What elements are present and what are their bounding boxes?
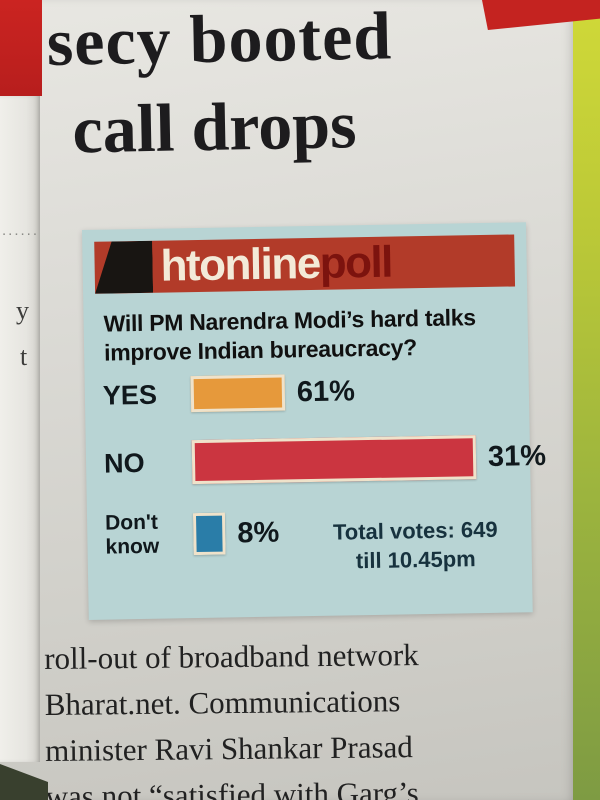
poll-brand: htonlinepoll <box>160 238 392 292</box>
article-line: Bharat.net. Communications <box>44 683 401 722</box>
headline-line1: secy booted <box>46 0 393 80</box>
poll-value: 61% <box>296 374 356 408</box>
poll-question: Will PM Narendra Modi’s hard talks impro… <box>103 303 476 367</box>
banner-flag-icon <box>94 241 153 294</box>
poll-totals: Total votes: 649 till 10.45pm <box>315 514 516 575</box>
poll-bar <box>192 512 226 556</box>
brand-poll: poll <box>319 237 393 288</box>
poll-value: 31% <box>487 439 547 473</box>
poll-bar <box>191 435 477 485</box>
margin-dots: ...... <box>2 222 40 239</box>
poll-option-label: Don't know <box>104 510 160 559</box>
margin-text-fragment: y <box>16 296 29 325</box>
poll-row: Don't know 8% <box>105 509 280 560</box>
poll-option-label: NO <box>103 447 145 479</box>
table-surface-edge <box>573 0 600 800</box>
poll-bar <box>190 374 286 413</box>
article-line: was not “satisfied with Garg’s <box>45 775 419 800</box>
margin-text-fragment: t <box>20 342 28 371</box>
masthead-red-corner-left <box>0 0 42 96</box>
headline: secy booted call drops <box>46 0 394 170</box>
brand-online: online <box>198 238 321 290</box>
article-body: roll-out of broadband network Bharat.net… <box>44 630 576 800</box>
page-edge-strip <box>0 96 40 762</box>
poll-row: NO 31% <box>104 434 547 486</box>
poll-row: YES 61% <box>103 373 356 413</box>
poll-banner: htonlinepoll <box>94 234 516 294</box>
headline-line2: call drops <box>71 86 358 168</box>
poll-option-label: YES <box>102 379 158 411</box>
poll-value: 8% <box>237 516 280 549</box>
article-line: minister Ravi Shankar Prasad <box>45 729 414 768</box>
brand-ht: ht <box>160 240 200 291</box>
total-votes-time: till 10.45pm <box>355 546 476 574</box>
total-votes-line: Total votes: 649 <box>332 516 498 545</box>
poll-question-line2: improve Indian bureaucracy? <box>103 334 418 366</box>
article-line: roll-out of broadband network <box>44 637 419 676</box>
poll-graphic: htonlinepoll Will PM Narendra Modi’s har… <box>82 222 546 620</box>
